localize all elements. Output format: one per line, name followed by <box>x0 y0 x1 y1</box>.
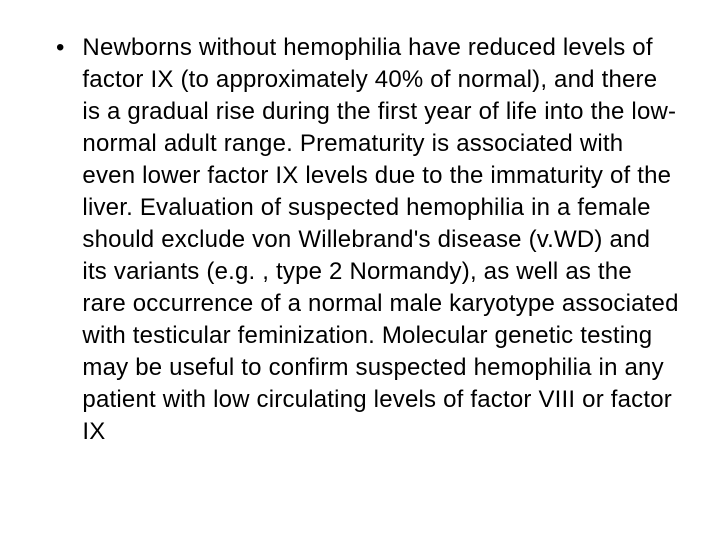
bullet-marker: • <box>56 32 64 64</box>
bullet-list-item: • Newborns without hemophilia have reduc… <box>48 32 680 448</box>
bullet-text: Newborns without hemophilia have reduced… <box>82 32 680 448</box>
